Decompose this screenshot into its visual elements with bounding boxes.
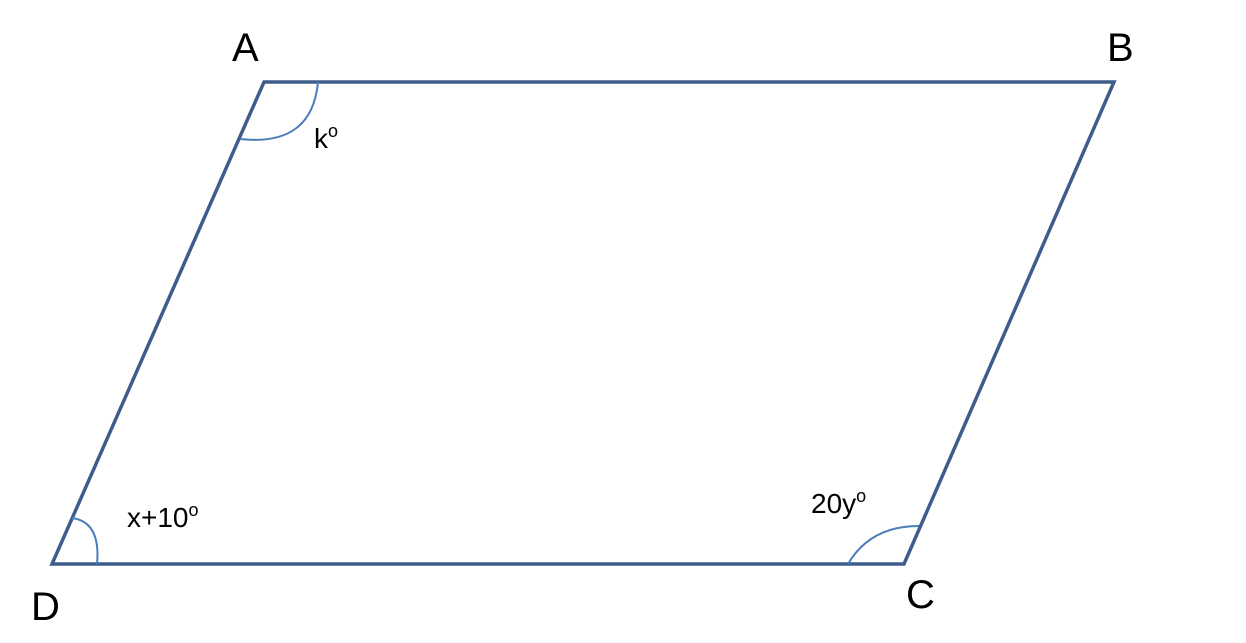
angle-label-a-degree: o: [328, 121, 338, 141]
angle-label-d-value: x+10: [127, 502, 189, 533]
angle-label-d-degree: o: [189, 500, 199, 520]
angle-arc-d: [71, 517, 99, 565]
vertex-label-a: A: [232, 26, 259, 70]
vertex-label-c: C: [906, 573, 935, 617]
angle-arc-c: [847, 525, 920, 565]
angle-label-c-value: 20y: [811, 488, 856, 519]
angle-arc-a: [239, 81, 319, 141]
parallelogram-shape: [49, 80, 1117, 566]
vertex-label-b: B: [1107, 26, 1134, 70]
angle-label-c-degree: o: [856, 486, 866, 506]
vertex-label-d: D: [31, 585, 60, 629]
angle-label-d: x+10o: [127, 500, 199, 533]
angle-label-a: ko: [314, 121, 338, 154]
angle-label-a-value: k: [314, 123, 329, 154]
angle-label-c: 20yo: [811, 486, 866, 519]
